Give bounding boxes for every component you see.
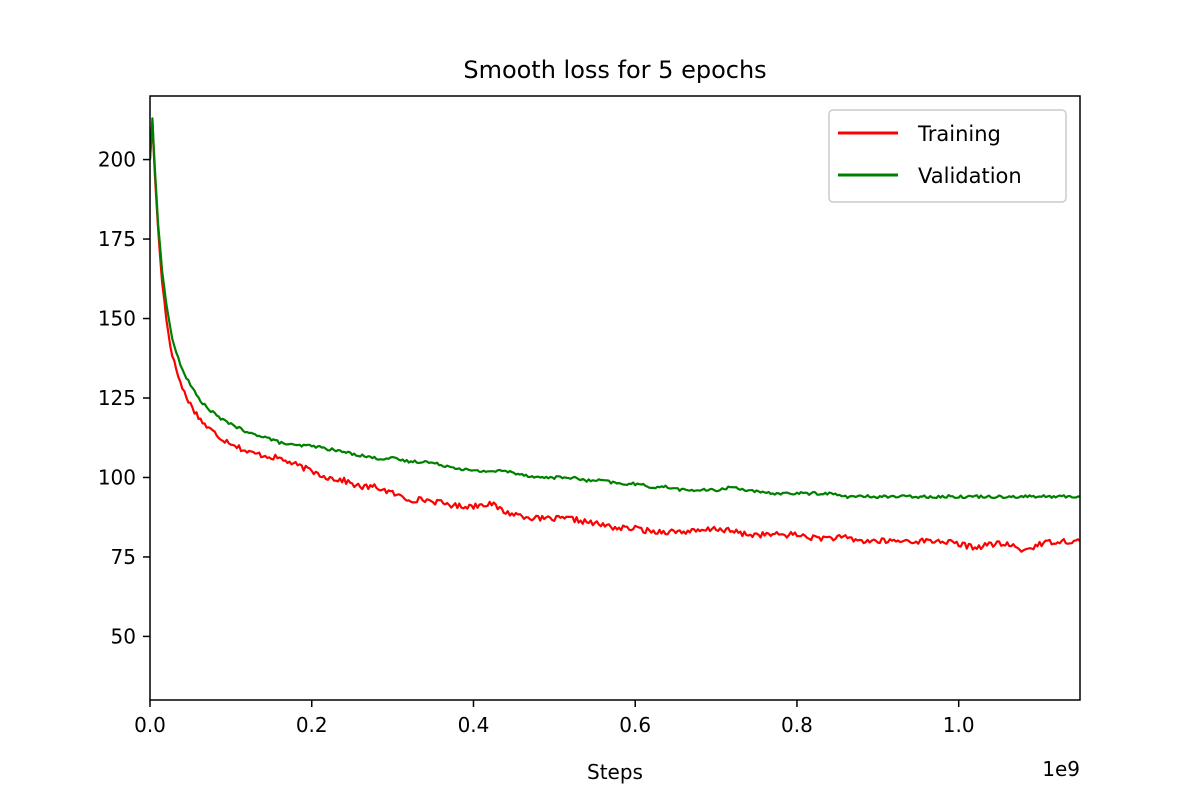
x-tick-label: 0.2 <box>296 713 328 737</box>
x-tick-label: 0.6 <box>619 713 651 737</box>
series-line-training <box>150 120 1080 553</box>
y-tick-label: 100 <box>98 465 136 489</box>
y-tick-label: 150 <box>98 307 136 331</box>
legend-label-validation: Validation <box>918 164 1022 188</box>
x-axis-label: Steps <box>587 760 643 784</box>
chart-title: Smooth loss for 5 epochs <box>463 56 766 84</box>
y-tick-label: 175 <box>98 227 136 251</box>
y-tick-label: 200 <box>98 148 136 172</box>
x-tick-label: 0.4 <box>458 713 490 737</box>
x-tick-label: 0.8 <box>781 713 813 737</box>
y-axis: 50 75 100 125 150 175 200 <box>98 148 150 648</box>
y-tick-label: 50 <box>111 624 136 648</box>
y-tick-label: 125 <box>98 386 136 410</box>
x-axis: 0.0 0.2 0.4 0.6 0.8 1.0 <box>134 700 975 737</box>
series-lines <box>150 117 1080 553</box>
x-axis-offset-text: 1e9 <box>1042 757 1080 781</box>
legend: Training Validation <box>828 109 1067 203</box>
y-tick-label: 75 <box>111 545 136 569</box>
x-tick-label: 1.0 <box>943 713 975 737</box>
x-tick-label: 0.0 <box>134 713 166 737</box>
series-line-validation <box>150 117 1080 500</box>
legend-label-training: Training <box>917 122 1001 146</box>
